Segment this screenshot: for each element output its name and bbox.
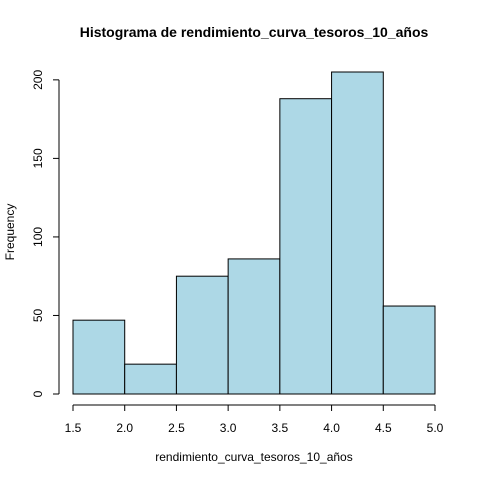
y-tick-label-4: 200 [31, 70, 45, 90]
y-tick-label-3: 150 [31, 148, 45, 168]
histogram-bar-2 [175, 275, 229, 395]
x-tick-label-1: 2.0 [116, 421, 133, 435]
y-axis-label: Frequency [3, 204, 17, 261]
x-tick-label-5: 4.0 [323, 421, 340, 435]
x-tick-label-6: 4.5 [375, 421, 392, 435]
y-tick-label-1: 50 [31, 308, 45, 322]
x-tick-label-2: 2.5 [168, 421, 185, 435]
histogram-bar-0 [72, 319, 126, 395]
histogram-bar-6 [382, 305, 436, 395]
chart-title: Histograma de rendimiento_curva_tesoros_… [80, 24, 429, 40]
x-tick-label-4: 3.5 [272, 421, 289, 435]
histogram-bar-5 [331, 71, 384, 395]
x-tick-label-7: 5.0 [427, 421, 444, 435]
histogram-bars [72, 71, 436, 395]
y-tick-label-2: 100 [31, 227, 45, 247]
x-axis: 1.5 2.0 2.5 3.0 3.5 4.0 4.5 5.0 [65, 404, 444, 435]
x-tick-label-3: 3.0 [220, 421, 237, 435]
y-axis: 0 50 100 150 200 [31, 70, 60, 397]
y-tick-label-0: 0 [31, 390, 45, 397]
x-axis-label: rendimiento_curva_tesoros_10_años [155, 450, 352, 464]
histogram-bar-4 [279, 98, 333, 395]
histogram-bar-1 [124, 363, 177, 395]
x-tick-label-0: 1.5 [65, 421, 82, 435]
histogram-bar-3 [227, 258, 281, 395]
